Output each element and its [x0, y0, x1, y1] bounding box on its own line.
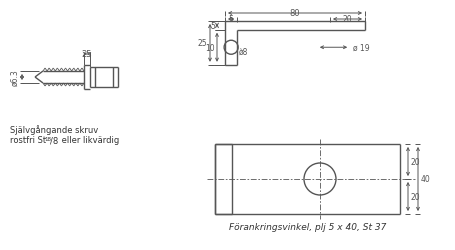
Text: 20: 20 [343, 15, 352, 24]
Text: 18: 18 [44, 136, 51, 141]
Text: 80: 80 [290, 9, 300, 18]
Text: ø 19: ø 19 [353, 44, 370, 52]
Text: Självgångande skruv: Självgångande skruv [10, 124, 98, 134]
Text: /8: /8 [50, 136, 58, 144]
Text: eller likvärdig: eller likvärdig [59, 136, 119, 144]
Text: ø8: ø8 [239, 47, 248, 56]
Text: 20: 20 [411, 157, 420, 166]
Text: rostfri St: rostfri St [10, 136, 49, 144]
Text: 20: 20 [411, 192, 420, 201]
Text: 25: 25 [82, 50, 92, 59]
Text: 25: 25 [197, 39, 207, 48]
Text: 10: 10 [205, 44, 215, 52]
Text: 5: 5 [210, 22, 215, 31]
Text: ø6.3: ø6.3 [10, 69, 19, 86]
Text: 40: 40 [421, 175, 431, 184]
Text: 5: 5 [229, 15, 233, 24]
Text: Förankringsvinkel, plj 5 x 40, St 37: Förankringsvinkel, plj 5 x 40, St 37 [229, 222, 386, 231]
